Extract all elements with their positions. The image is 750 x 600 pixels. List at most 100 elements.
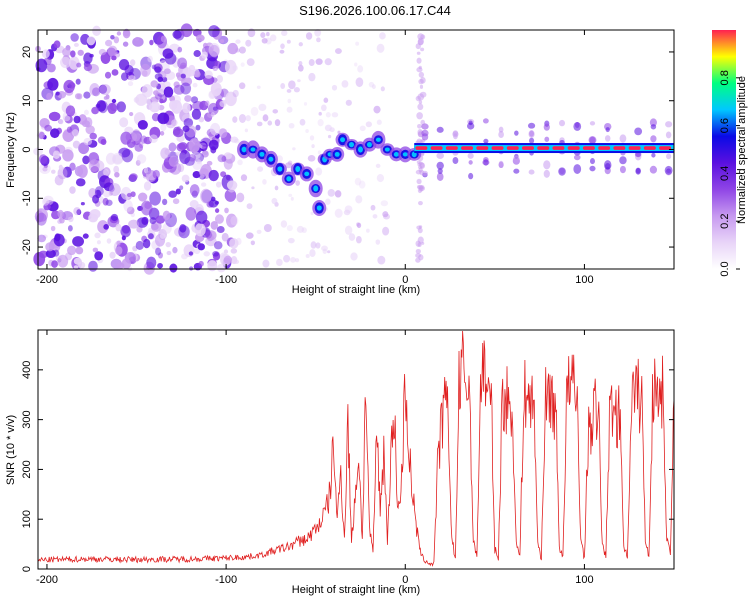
spectrogram-blob (38, 131, 45, 140)
spectrogram-blob (96, 100, 107, 112)
spectrogram-blob (313, 185, 319, 192)
spectrogram-x-axis-title: Height of straight line (km) (292, 284, 420, 296)
x-tick-label: -100 (215, 274, 237, 286)
spectrogram-blob (348, 233, 356, 241)
spectrogram-blob (307, 155, 316, 162)
colorbar: 0.0 0.2 0.4 0.6 0.8 Normalized spectral ampl… (712, 30, 748, 277)
spectrogram-blob (375, 163, 381, 169)
spectrogram-blob (113, 36, 120, 44)
spectrogram-blob (232, 116, 238, 123)
spectrogram-blob (149, 134, 158, 143)
spectrogram-blob (345, 99, 352, 106)
spectrogram-blob (366, 141, 372, 148)
spectrogram-blob (191, 108, 202, 120)
spectrogram-blob (154, 66, 162, 74)
spectrogram-blob (418, 201, 423, 206)
spectrogram-blob (256, 85, 261, 89)
spectrogram-blob (544, 136, 550, 142)
spectrogram-carrier (414, 143, 674, 154)
spectrogram-blob (207, 260, 218, 272)
colorbar-tick-label: 0.6 (719, 118, 731, 133)
spectrogram-blob (176, 143, 187, 152)
spectrogram-blob (288, 122, 295, 129)
spectrogram-blob (256, 229, 262, 235)
spectrogram-blob (52, 150, 61, 159)
carrier-peak (582, 146, 595, 150)
spectrogram-blob (135, 240, 144, 251)
spectrogram-blob (194, 223, 206, 237)
spectrogram-blob (157, 262, 163, 269)
spectrogram-blob (126, 206, 135, 215)
spectrogram-blob (246, 203, 253, 210)
spectrogram-blob (573, 164, 582, 174)
spectrogram-blob (160, 131, 165, 136)
spectrogram-blob (245, 232, 254, 239)
snr-x-ticks: -200 -100 0 100 (36, 330, 594, 586)
y-tick-label: -10 (21, 190, 33, 206)
spectrogram-blob (226, 180, 238, 191)
spectrogram-blob (214, 200, 220, 205)
spectrogram-blob (179, 149, 191, 165)
carrier-peak (659, 146, 672, 150)
spectrogram-blob (237, 159, 243, 166)
spectrogram-blob (467, 152, 474, 159)
spectrogram-blob (116, 31, 122, 36)
spectrogram-blob (226, 213, 238, 228)
spectrogram-blob (119, 117, 129, 128)
carrier-peak (567, 146, 580, 150)
spectrogram-blob (103, 168, 109, 176)
spectrogram-blob (73, 42, 79, 47)
spectrogram-blob (135, 93, 148, 106)
spectrogram-blob (86, 36, 96, 46)
spectrogram-blob (315, 167, 323, 176)
y-tick-label: 100 (21, 510, 33, 528)
y-tick-label: -20 (21, 239, 33, 255)
spectrogram-blob (262, 114, 269, 122)
spectrogram-blob (416, 51, 421, 55)
spectrogram-blob (304, 171, 310, 177)
spectrogram-blob (375, 137, 381, 142)
spectrogram-blob (235, 237, 242, 246)
spectrogram-blob (169, 95, 175, 102)
spectrogram-blob (272, 109, 279, 114)
spectrogram-blob (436, 126, 444, 133)
spectrogram-blob (147, 55, 153, 63)
spectrogram-blob (88, 159, 100, 172)
spectrogram-blob (334, 151, 340, 157)
spectrogram-blob (89, 160, 95, 166)
spectrogram-blob (355, 235, 362, 244)
carrier-peak (430, 146, 443, 150)
snr-plot-area (38, 330, 674, 569)
spectrogram-blob (57, 209, 64, 218)
spectrogram-blob (247, 28, 256, 38)
spectrogram-blob (188, 266, 194, 271)
spectrogram-blob (78, 142, 90, 155)
spectrogram-blob (201, 51, 209, 59)
spectrogram-blob (198, 116, 205, 123)
spectrogram-blob (230, 248, 238, 254)
spectrogram-blob (274, 119, 281, 127)
spectrogram-blob (241, 146, 247, 153)
spectrogram-blob (218, 128, 228, 139)
spectrogram-blob (376, 43, 385, 53)
spectrogram-blob (220, 39, 225, 44)
spectrogram-blob (111, 98, 117, 104)
spectrogram-blob (130, 191, 136, 198)
spectrogram-y-ticks: -20 -10 0 10 20 (21, 46, 674, 255)
spectrogram-blob (126, 192, 132, 198)
spectrogram-blob (168, 100, 178, 110)
spectrogram-blob (421, 133, 429, 141)
spectrogram-blob (290, 196, 294, 201)
spectrogram-blob (172, 198, 180, 205)
carrier-peak (506, 146, 519, 150)
spectrogram-blob (198, 260, 204, 267)
spectrogram-blob (148, 233, 154, 240)
spectrogram-blob (45, 249, 56, 258)
spectrogram-blob (266, 31, 270, 37)
spectrogram-blob (619, 134, 627, 143)
spectrogram-blob (138, 192, 148, 202)
spectrogram-blob (650, 124, 657, 130)
spectrogram-blob (132, 37, 144, 47)
spectrogram-blob (155, 247, 162, 256)
spectrogram-blob (113, 165, 120, 174)
